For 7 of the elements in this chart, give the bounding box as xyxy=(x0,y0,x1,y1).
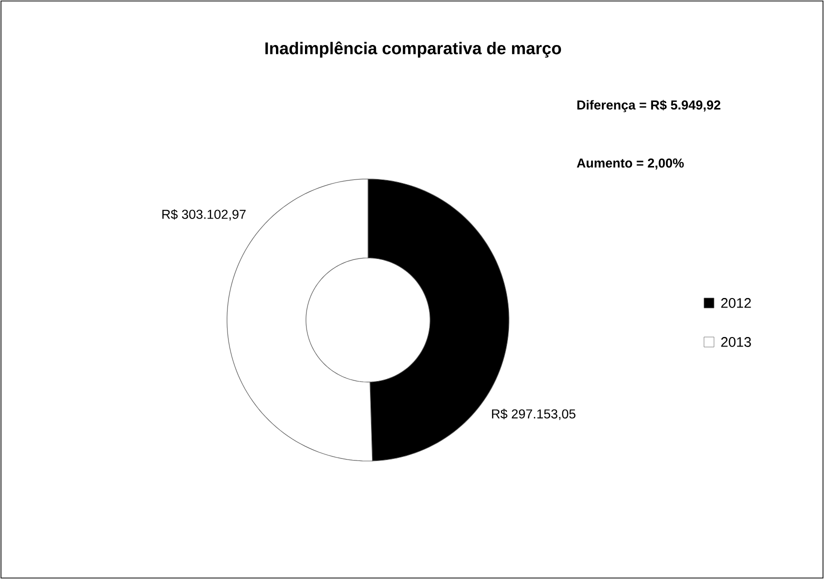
legend-label: 2012 xyxy=(721,298,751,308)
text: Diferença = R$ 5.949,92 xyxy=(577,100,720,112)
chart-title: Inadimplência comparativa de março xyxy=(265,42,562,58)
legend-label: 2013 xyxy=(721,337,751,347)
data-label: R$ 297.153,05 xyxy=(492,408,576,420)
text: Aumento = 2,00% xyxy=(576,158,684,170)
data-label: R$ 303.102,97 xyxy=(162,209,246,220)
